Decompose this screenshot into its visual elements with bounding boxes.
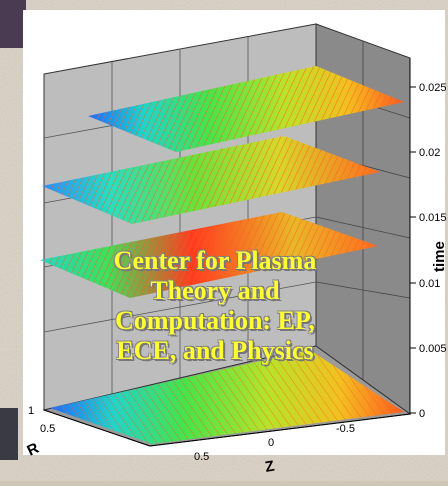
z-tick-label: -0.5: [336, 423, 355, 435]
corner-photo-bottom-left: [0, 408, 18, 460]
corner-photo-top-left: [0, 0, 26, 48]
z-axis: 0.5 0 -0.5 Z: [149, 413, 411, 476]
overlay-title-line: Theory and: [150, 276, 280, 305]
r-tick-label: 0.5: [40, 423, 55, 435]
z-tick-label: 0.5: [194, 451, 209, 463]
time-tick-label: 0.005: [419, 343, 447, 355]
time-tick-label: 0.025: [419, 82, 447, 94]
time-tick-label: 0.015: [419, 212, 447, 224]
r-tick-label: 1: [28, 405, 34, 417]
z-axis-label: Z: [264, 458, 276, 476]
contour-slice-t0: [50, 350, 404, 444]
time-tick-label: 0: [419, 408, 425, 420]
overlay-title-line: Computation: EP,: [115, 306, 315, 335]
overlay-title-line: Center for Plasma: [113, 246, 317, 275]
time-axis-label: time: [431, 241, 448, 272]
overlay-title-line: ECE, and Physics: [116, 336, 314, 365]
contour-slice-t3: [88, 66, 404, 152]
contour-slice-t2: [42, 136, 380, 224]
overlay-title: Center for Plasma Theory and Computation…: [60, 246, 370, 366]
time-tick-label: 0.02: [419, 147, 440, 159]
time-axis: 0.025 0.02 0.015 0.01 0.005 0 time: [409, 58, 448, 420]
time-tick-label: 0.01: [419, 278, 440, 290]
z-tick-label: 0: [268, 437, 274, 449]
contour-slice-t1: [40, 212, 378, 298]
